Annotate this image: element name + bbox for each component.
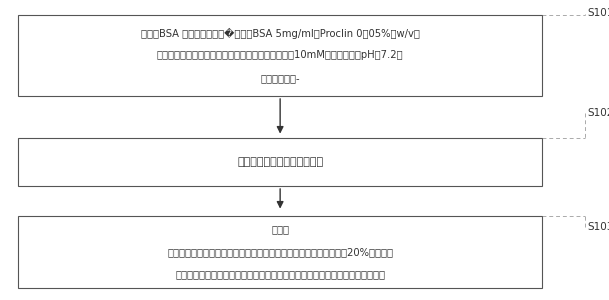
Text: S102: S102: [588, 107, 609, 118]
Text: S103: S103: [588, 221, 609, 232]
Text: 内保存: 内保存: [271, 224, 289, 235]
FancyBboxPatch shape: [18, 15, 542, 96]
Text: S101: S101: [588, 8, 609, 19]
FancyBboxPatch shape: [18, 216, 542, 288]
Text: 在依次放入样品垫、吸水垫，然后盖上卡盒上盒，并置于湿度不高于20%的密封合: 在依次放入样品垫、吸水垫，然后盖上卡盒上盒，并置于湿度不高于20%的密封合: [167, 247, 393, 257]
Text: 大颗粒荧光颗粒结合物配制，使用磷酸缓冲液浓度为10mM，用盐酸调节pH为7.2，: 大颗粒荧光颗粒结合物配制，使用磷酸缓冲液浓度为10mM，用盐酸调节pH为7.2，: [157, 50, 403, 61]
Text: 肌钙蛋白抗体-: 肌钙蛋白抗体-: [260, 73, 300, 83]
FancyBboxPatch shape: [18, 138, 542, 186]
Text: 硝酸纤维素膜标记抗体的制备: 硝酸纤维素膜标记抗体的制备: [237, 157, 323, 167]
Text: 再加入BSA 及防腐剂，使终�度为：BSA 5mg/ml、Proclin 0．05%（w/v）: 再加入BSA 及防腐剂，使终�度为：BSA 5mg/ml、Proclin 0．0…: [141, 27, 420, 39]
Text: 试剂卡的装配，将标记有抗体的硝酸纤维素膜置于合适卡盒底盒中指定的位置，: 试剂卡的装配，将标记有抗体的硝酸纤维素膜置于合适卡盒底盒中指定的位置，: [175, 269, 385, 280]
